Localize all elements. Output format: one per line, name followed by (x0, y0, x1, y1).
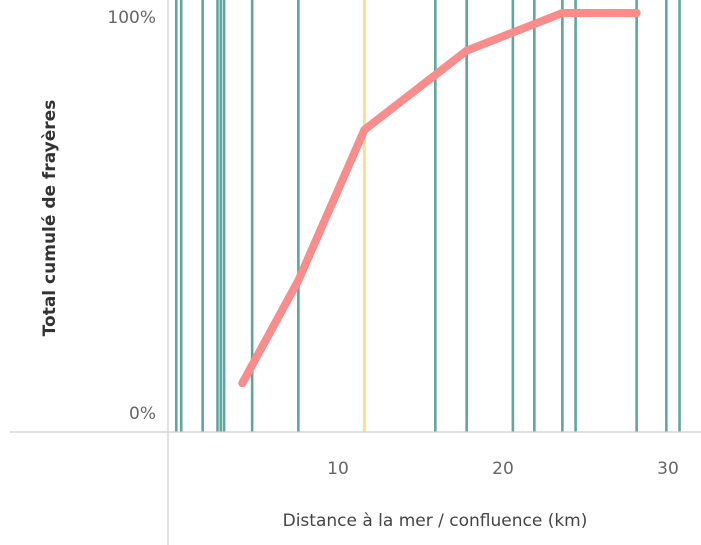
y-tick-label: 100% (107, 8, 156, 28)
cumulative-spawning-line (238, 9, 641, 388)
x-tick-label: 30 (657, 459, 679, 479)
y-tick-labels: 0% 100% (107, 8, 156, 424)
x-tick-label: 10 (327, 459, 349, 479)
reference-lines (174, 0, 681, 432)
y-tick-label: 0% (129, 404, 156, 424)
y-axis-title: Total cumulé de frayères (40, 100, 60, 337)
x-axis-title: Distance à la mer / confluence (km) (283, 511, 588, 531)
x-tick-label: 20 (492, 459, 514, 479)
x-tick-labels: 10 20 30 (327, 459, 679, 479)
